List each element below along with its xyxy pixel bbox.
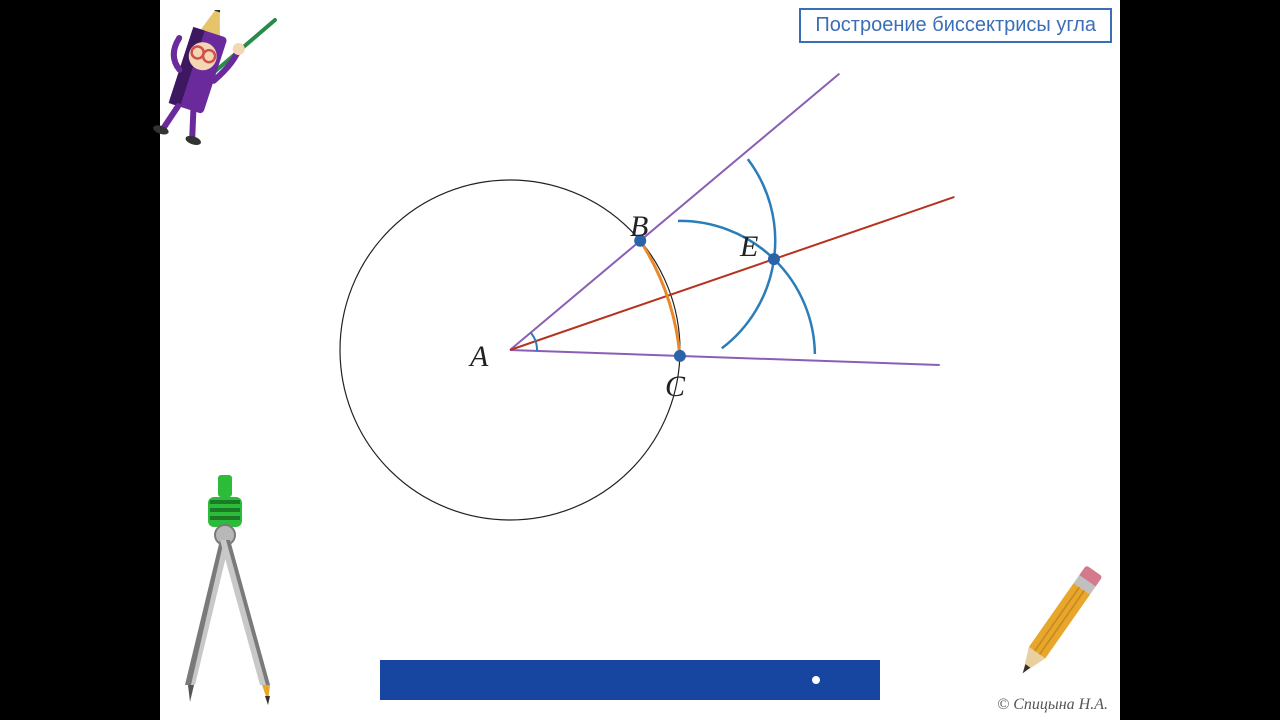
slide-stage: Построение биссектрисы угла bbox=[160, 0, 1120, 720]
point-label-c: C bbox=[665, 370, 685, 404]
point-label-e: E bbox=[740, 230, 758, 264]
point-label-a: A bbox=[470, 340, 488, 374]
ruler-icon bbox=[380, 660, 880, 700]
point-label-b: B bbox=[630, 210, 648, 244]
credit-text: © Спицына Н.А. bbox=[997, 696, 1108, 714]
bisector-diagram bbox=[160, 0, 1120, 720]
